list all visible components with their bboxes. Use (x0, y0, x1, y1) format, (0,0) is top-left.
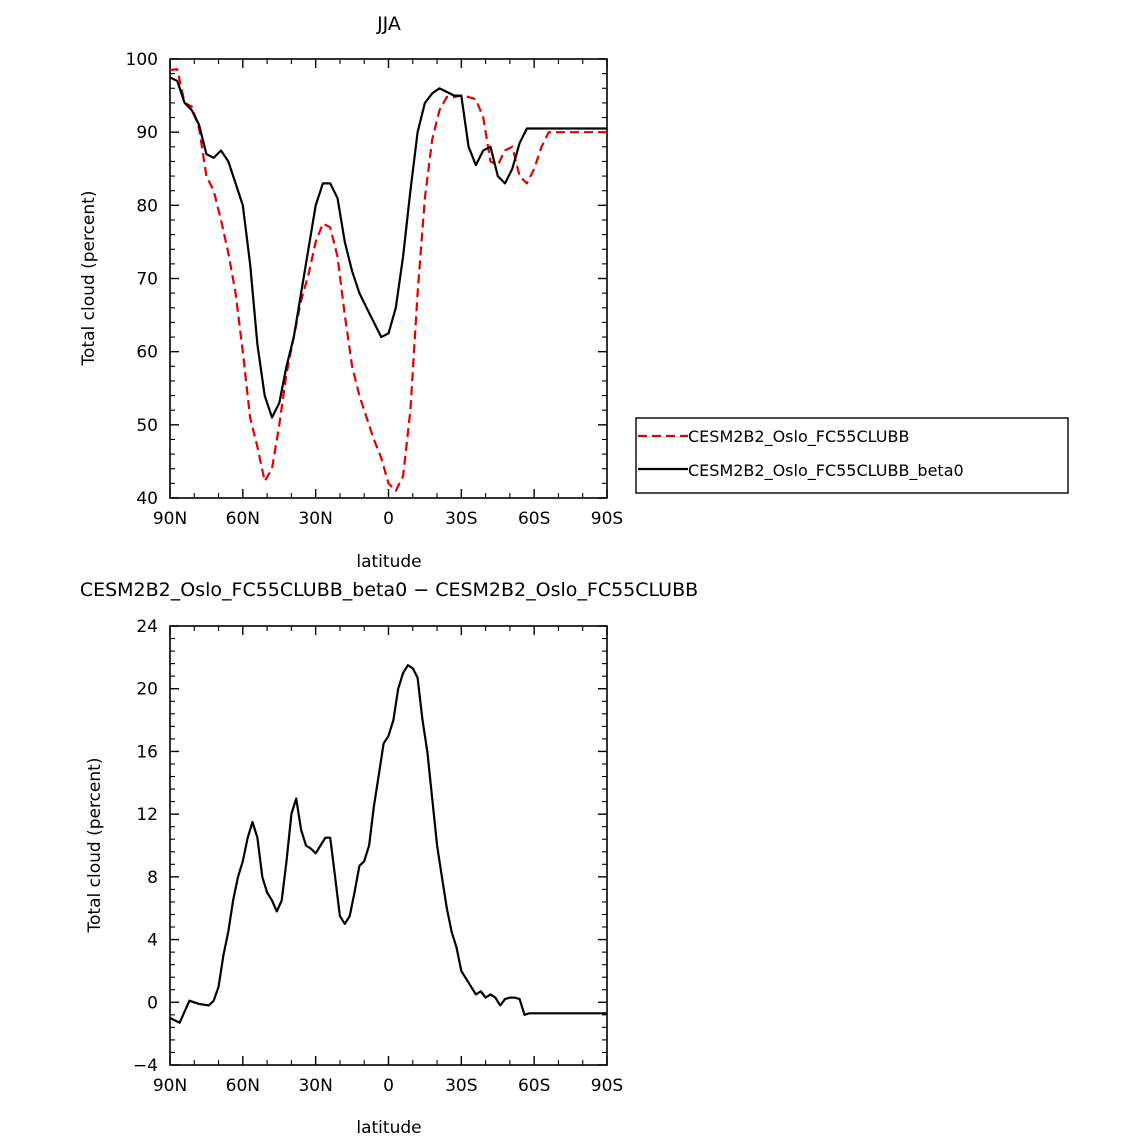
y-tick-labels: 40 50 60 70 80 90 100 (126, 50, 158, 509)
y-tick-label: 24 (136, 617, 158, 637)
tick-marks (169, 625, 608, 1066)
series-lines (169, 664, 607, 1024)
plot-frame (169, 58, 608, 499)
x-tick-label: 30S (445, 1076, 477, 1096)
plot-frame (169, 625, 608, 1066)
chart-title: CESM2B2_Oslo_FC55CLUBB_beta0 − CESM2B2_O… (80, 579, 698, 601)
y-axis-title: Total cloud (percent) (79, 191, 99, 367)
series-line-0 (169, 68, 607, 492)
y-tick-label: 90 (136, 123, 158, 143)
y-tick-label: 100 (126, 50, 158, 70)
y-tick-labels: −4 0 4 8 12 16 20 24 (133, 617, 158, 1076)
x-tick-label: 90N (153, 509, 187, 529)
x-tick-label: 90S (591, 1076, 623, 1096)
x-tick-label: 0 (383, 509, 394, 529)
x-tick-label: 90N (153, 1076, 187, 1096)
x-axis-title: latitude (356, 552, 421, 572)
y-tick-label: 12 (136, 805, 158, 825)
legend-label-clubb: CESM2B2_Oslo_FC55CLUBB (688, 427, 909, 447)
x-tick-label: 30S (445, 509, 477, 529)
y-tick-label: 70 (136, 270, 158, 290)
x-tick-label: 0 (383, 1076, 394, 1096)
legend-box (635, 417, 1069, 494)
x-tick-labels: 90N 60N 30N 0 30S 60S 90S (153, 1076, 623, 1096)
x-axis-title: latitude (356, 1118, 421, 1138)
x-tick-labels: 90N 60N 30N 0 30S 60S 90S (153, 509, 623, 529)
series-line-0 (169, 664, 607, 1024)
legend-label-beta0: CESM2B2_Oslo_FC55CLUBB_beta0 (688, 461, 964, 481)
x-tick-label: 60N (226, 1076, 260, 1096)
series-line-1 (169, 76, 607, 419)
x-tick-label: 30N (298, 1076, 332, 1096)
x-tick-label: 60S (518, 509, 550, 529)
series-lines (169, 68, 607, 492)
x-tick-label: 30N (298, 509, 332, 529)
y-axis-title: Total cloud (percent) (85, 758, 105, 934)
y-tick-label: 0 (147, 993, 158, 1013)
y-tick-label: 4 (147, 931, 158, 951)
chart-title: JJA (376, 13, 401, 35)
y-tick-label: 8 (147, 868, 158, 888)
y-tick-label: 40 (136, 489, 158, 509)
y-tick-label: 80 (136, 196, 158, 216)
y-tick-label: 20 (136, 680, 158, 700)
y-tick-label: 60 (136, 343, 158, 363)
x-tick-label: 60S (518, 1076, 550, 1096)
y-tick-label: −4 (133, 1056, 158, 1076)
tick-marks (169, 58, 608, 499)
y-tick-label: 50 (136, 416, 158, 436)
x-tick-label: 90S (591, 509, 623, 529)
legend: CESM2B2_Oslo_FC55CLUBB CESM2B2_Oslo_FC55… (635, 417, 1069, 494)
bottom-chart: CESM2B2_Oslo_FC55CLUBB_beta0 − CESM2B2_O… (80, 579, 698, 1138)
x-tick-label: 60N (226, 509, 260, 529)
y-tick-label: 16 (136, 742, 158, 762)
